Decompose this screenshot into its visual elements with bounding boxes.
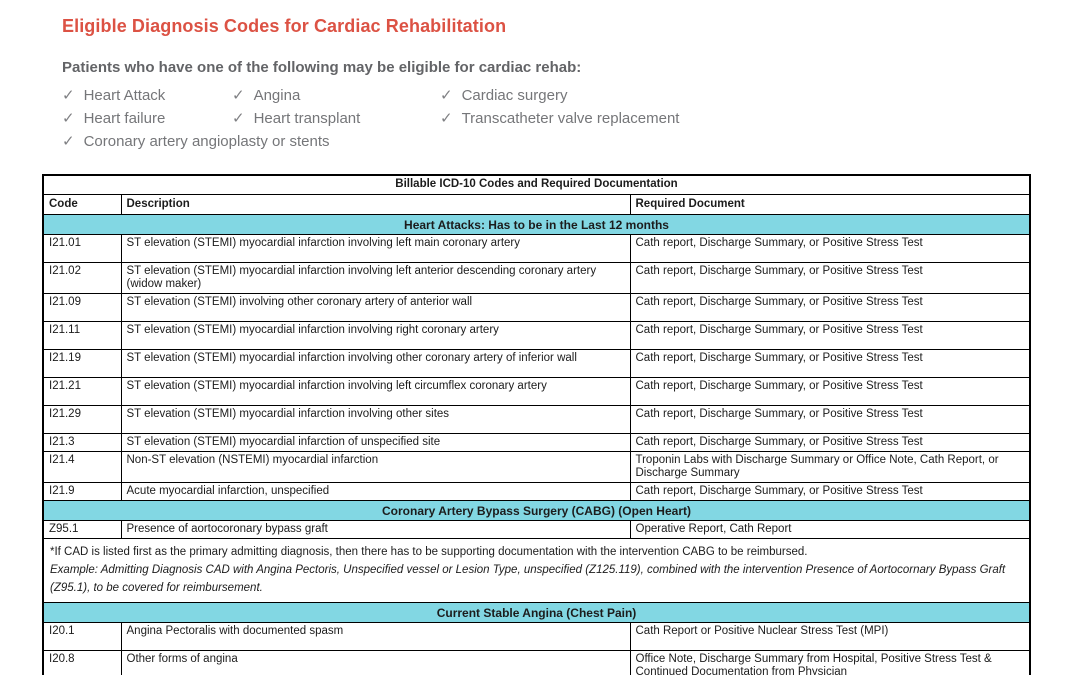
section-header-label: Coronary Artery Bypass Surgery (CABG) (O… <box>42 500 1031 521</box>
footnote-cell: *If CAD is listed first as the primary a… <box>42 538 1031 603</box>
cell-code: I21.9 <box>42 482 122 501</box>
cell-code: Z95.1 <box>42 520 122 539</box>
section-header-label: Heart Attacks: Has to be in the Last 12 … <box>42 214 1031 235</box>
checklist-item: ✓ Cardiac surgery <box>440 84 679 107</box>
table-row: I21.11 ST elevation (STEMI) myocardial in… <box>42 321 1031 350</box>
cell-doc: Cath report, Discharge Summary, or Posit… <box>629 321 1031 350</box>
cell-doc: Cath report, Discharge Summary, or Posit… <box>629 377 1031 406</box>
table-row: I21.3 ST elevation (STEMI) myocardial inf… <box>42 433 1031 452</box>
table-title: Billable ICD-10 Codes and Required Docum… <box>42 174 1031 195</box>
cell-doc: Cath report, Discharge Summary, or Posit… <box>629 293 1031 322</box>
column-header-description: Description <box>120 194 631 215</box>
checkmark-icon: ✓ <box>440 87 453 104</box>
footnote-text: *If CAD is listed first as the primary a… <box>50 546 808 558</box>
section-header-row: Heart Attacks: Has to be in the Last 12 … <box>42 214 1031 235</box>
checkmark-icon: ✓ <box>232 110 245 127</box>
cell-doc: Cath report, Discharge Summary, or Posit… <box>629 433 1031 452</box>
cell-doc: Cath Report or Positive Nuclear Stress T… <box>629 622 1031 651</box>
checklist-column: ✓ Cardiac surgery ✓ Transcatheter valve rep… <box>440 84 679 130</box>
cell-code: I21.4 <box>42 451 122 483</box>
section-header-row: Coronary Artery Bypass Surgery (CABG) (O… <box>42 500 1031 521</box>
table-row: I21.02 ST elevation (STEMI) myocardial in… <box>42 262 1031 294</box>
cell-description: ST elevation (STEMI) myocardial infarcti… <box>120 405 631 434</box>
cell-description: Non-ST elevation (NSTEMI) myocardial inf… <box>120 451 631 483</box>
checkmark-icon: ✓ <box>440 110 453 127</box>
column-header-required-document: Required Document <box>629 194 1031 215</box>
checkmark-icon: ✓ <box>232 87 245 104</box>
table-title-row: Billable ICD-10 Codes and Required Docum… <box>42 174 1031 195</box>
checklist-item: ✓ Transcatheter valve replacement <box>440 107 679 130</box>
cell-doc: Office Note, Discharge Summary from Hosp… <box>629 650 1031 675</box>
eligibility-checklist: ✓ Heart Attack ✓ Heart failure ✓ Coronary art… <box>62 84 1022 154</box>
cell-description: ST elevation (STEMI) myocardial infarcti… <box>120 349 631 378</box>
cell-code: I21.01 <box>42 234 122 263</box>
cell-code: I20.1 <box>42 622 122 651</box>
section-header-row: Current Stable Angina (Chest Pain) <box>42 602 1031 623</box>
cell-code: I21.3 <box>42 433 122 452</box>
checklist-column: ✓ Angina ✓ Heart transplant <box>232 84 360 130</box>
checklist-item-label: Coronary artery angioplasty or stents <box>83 133 330 150</box>
cell-doc: Cath report, Discharge Summary, or Posit… <box>629 234 1031 263</box>
footnote-row: *If CAD is listed first as the primary a… <box>42 538 1031 603</box>
cell-description: Angina Pectoralis with documented spasm <box>120 622 631 651</box>
checklist-item: ✓ Heart transplant <box>232 107 360 130</box>
intro-text: Patients who have one of the following m… <box>62 59 582 76</box>
checklist-item-label: Heart failure <box>83 110 166 127</box>
cell-description: Other forms of angina <box>120 650 631 675</box>
checklist-item-label: Heart transplant <box>253 110 361 127</box>
cell-code: I21.29 <box>42 405 122 434</box>
cell-description: ST elevation (STEMI) myocardial infarcti… <box>120 234 631 263</box>
checklist-item: ✓ Coronary artery angioplasty or stents <box>62 130 330 153</box>
table-row: I21.09 ST elevation (STEMI) involving oth… <box>42 293 1031 322</box>
checklist-item: ✓ Heart failure <box>62 107 330 130</box>
cell-description: Acute myocardial infarction, unspecified <box>120 482 631 501</box>
cell-code: I21.09 <box>42 293 122 322</box>
checkmark-icon: ✓ <box>62 110 75 127</box>
checklist-item: ✓ Angina <box>232 84 360 107</box>
checklist-item: ✓ Heart Attack <box>62 84 330 107</box>
checklist-item-label: Heart Attack <box>83 87 166 104</box>
page-title: Eligible Diagnosis Codes for Cardiac Reh… <box>62 16 507 36</box>
column-header-code: Code <box>42 194 122 215</box>
table-row: I21.4 Non-ST elevation (NSTEMI) myocardia… <box>42 451 1031 483</box>
checkmark-icon: ✓ <box>62 87 75 104</box>
icd-codes-table: Billable ICD-10 Codes and Required Docum… <box>42 174 1032 675</box>
table-row: I21.29 ST elevation (STEMI) myocardial in… <box>42 405 1031 434</box>
table-header-row: Code Description Required Document <box>42 194 1031 215</box>
table-row: Z95.1 Presence of aortocoronary bypass gr… <box>42 520 1031 539</box>
cell-doc: Cath report, Discharge Summary, or Posit… <box>629 349 1031 378</box>
cell-description: ST elevation (STEMI) myocardial infarcti… <box>120 321 631 350</box>
cell-doc: Operative Report, Cath Report <box>629 520 1031 539</box>
cell-description: ST elevation (STEMI) myocardial infarcti… <box>120 377 631 406</box>
cell-doc: Troponin Labs with Discharge Summary or … <box>629 451 1031 483</box>
table-row: I20.1 Angina Pectoralis with documented s… <box>42 622 1031 651</box>
cell-doc: Cath report, Discharge Summary, or Posit… <box>629 405 1031 434</box>
table-row: I21.21 ST elevation (STEMI) myocardial in… <box>42 377 1031 406</box>
cell-code: I21.21 <box>42 377 122 406</box>
section-header-label: Current Stable Angina (Chest Pain) <box>42 602 1031 623</box>
table-row: I21.01 ST elevation (STEMI) myocardial in… <box>42 234 1031 263</box>
checklist-item-label: Cardiac surgery <box>461 87 568 104</box>
cell-code: I21.02 <box>42 262 122 294</box>
cell-code: I21.19 <box>42 349 122 378</box>
cell-code: I20.8 <box>42 650 122 675</box>
cell-description: ST elevation (STEMI) myocardial infarcti… <box>120 433 631 452</box>
footnote-example-text: Example: Admitting Diagnosis CAD with An… <box>50 564 1006 594</box>
cell-description: Presence of aortocoronary bypass graft <box>120 520 631 539</box>
icd-table-body: Heart Attacks: Has to be in the Last 12 … <box>42 214 1031 675</box>
cell-description: ST elevation (STEMI) myocardial infarcti… <box>120 262 631 294</box>
cell-doc: Cath report, Discharge Summary, or Posit… <box>629 262 1031 294</box>
cell-code: I21.11 <box>42 321 122 350</box>
cell-doc: Cath report, Discharge Summary, or Posit… <box>629 482 1031 501</box>
checklist-column: ✓ Heart Attack ✓ Heart failure ✓ Coronary art… <box>62 84 330 153</box>
table-row: I21.9 Acute myocardial infarction, unspec… <box>42 482 1031 501</box>
checklist-item-label: Angina <box>253 87 301 104</box>
checklist-item-label: Transcatheter valve replacement <box>461 110 680 127</box>
cell-description: ST elevation (STEMI) involving other cor… <box>120 293 631 322</box>
checkmark-icon: ✓ <box>62 133 75 150</box>
table-row: I21.19 ST elevation (STEMI) myocardial in… <box>42 349 1031 378</box>
table-row: I20.8 Other forms of angina Office Note, D… <box>42 650 1031 675</box>
